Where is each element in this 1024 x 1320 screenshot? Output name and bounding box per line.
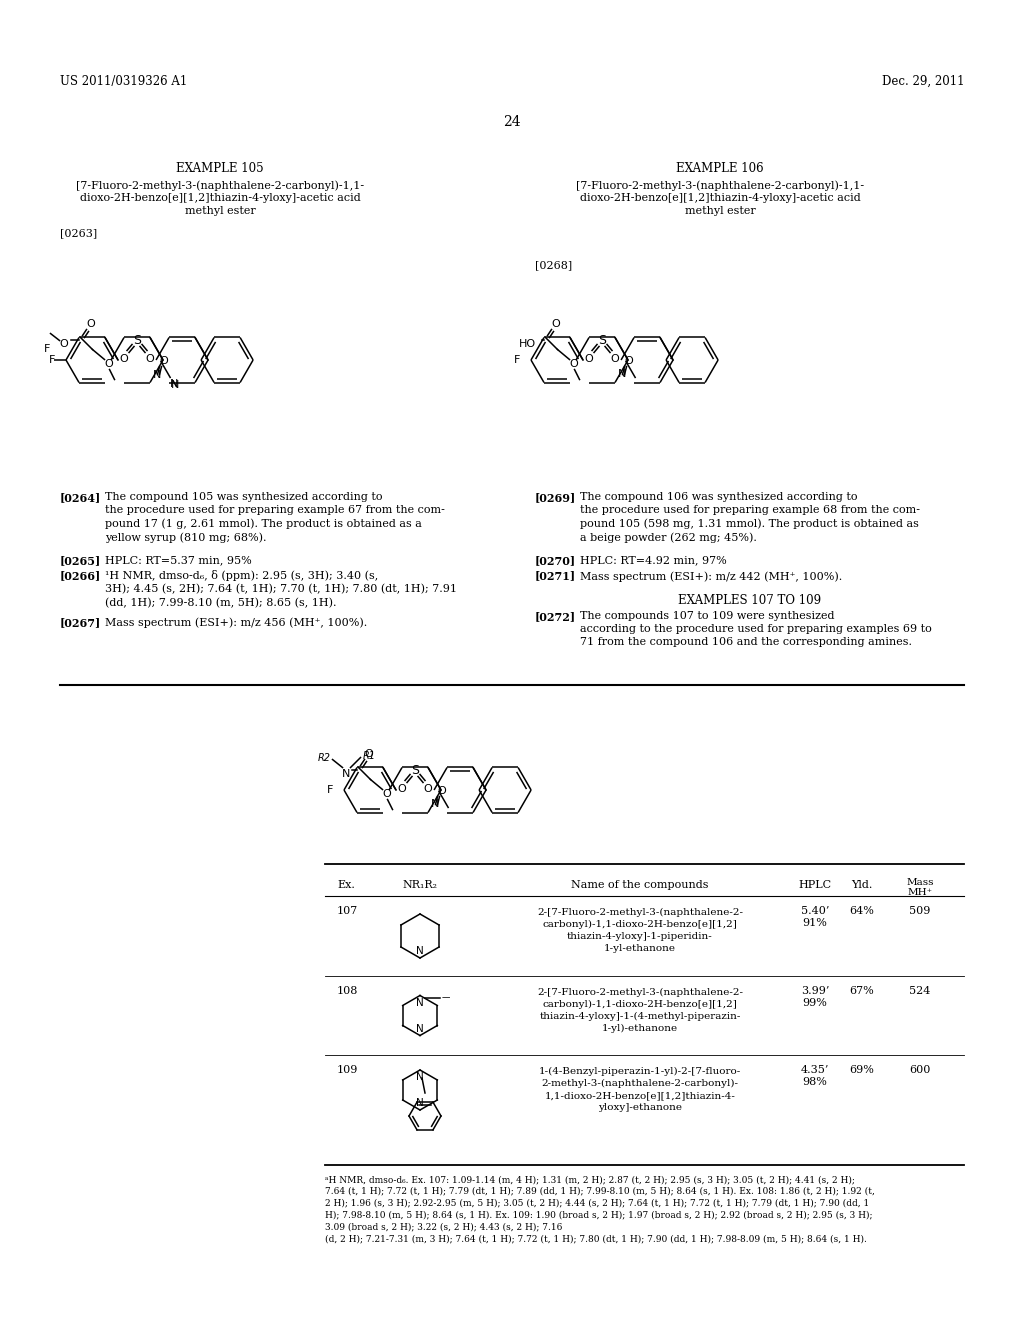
- Text: EXAMPLE 106: EXAMPLE 106: [676, 162, 764, 176]
- Text: US 2011/0319326 A1: US 2011/0319326 A1: [60, 75, 187, 88]
- Text: Yld.: Yld.: [851, 880, 872, 890]
- Text: 3.99’: 3.99’: [801, 986, 829, 997]
- Text: O: O: [120, 355, 128, 364]
- Text: [0264]: [0264]: [60, 492, 101, 503]
- Text: 524: 524: [909, 986, 931, 997]
- Text: Ex.: Ex.: [337, 880, 355, 890]
- Text: [0270]: [0270]: [535, 554, 577, 566]
- Text: methyl ester: methyl ester: [685, 206, 756, 216]
- Text: N: N: [416, 1072, 424, 1082]
- Text: N: N: [416, 1098, 424, 1107]
- Text: 91%: 91%: [803, 917, 827, 928]
- Text: —: —: [442, 993, 451, 1002]
- Text: HPLC: HPLC: [799, 880, 831, 890]
- Text: R2: R2: [317, 752, 331, 763]
- Text: N: N: [618, 370, 627, 379]
- Text: ¹H NMR, dmso-d₆, δ (ppm): 2.95 (s, 3H); 3.40 (s,
3H); 4.45 (s, 2H); 7.64 (t, 1H): ¹H NMR, dmso-d₆, δ (ppm): 2.95 (s, 3H); …: [105, 570, 457, 609]
- Text: 1-(4-Benzyl-piperazin-1-yl)-2-[7-fluoro-
2-methyl-3-(naphthalene-2-carbonyl)-
1,: 1-(4-Benzyl-piperazin-1-yl)-2-[7-fluoro-…: [539, 1067, 741, 1111]
- Text: 109: 109: [337, 1065, 358, 1074]
- Text: F: F: [514, 355, 520, 366]
- Text: 4.35’: 4.35’: [801, 1065, 829, 1074]
- Text: 99%: 99%: [803, 998, 827, 1008]
- Text: O: O: [104, 359, 113, 368]
- Text: 2-[7-Fluoro-2-methyl-3-(naphthalene-2-
carbonyl)-1,1-dioxo-2H-benzo[e][1,2]
thia: 2-[7-Fluoro-2-methyl-3-(naphthalene-2- c…: [537, 987, 743, 1034]
- Text: [0272]: [0272]: [535, 611, 577, 622]
- Text: O: O: [625, 355, 633, 366]
- Text: O: O: [610, 355, 620, 364]
- Text: S: S: [598, 334, 606, 347]
- Text: F: F: [327, 785, 333, 795]
- Text: N: N: [431, 799, 439, 809]
- Text: The compound 105 was synthesized according to
the procedure used for preparing e: The compound 105 was synthesized accordi…: [105, 492, 444, 543]
- Text: 98%: 98%: [803, 1077, 827, 1086]
- Text: HPLC: RT=5.37 min, 95%: HPLC: RT=5.37 min, 95%: [105, 554, 252, 565]
- Text: Mass: Mass: [906, 878, 934, 887]
- Text: 69%: 69%: [850, 1065, 874, 1074]
- Text: Dec. 29, 2011: Dec. 29, 2011: [882, 75, 964, 88]
- Text: O: O: [382, 788, 391, 799]
- Text: R1: R1: [362, 751, 376, 760]
- Text: 64%: 64%: [850, 906, 874, 916]
- Text: Name of the compounds: Name of the compounds: [571, 880, 709, 890]
- Text: O: O: [159, 355, 168, 366]
- Text: O: O: [437, 785, 445, 796]
- Text: [7-Fluoro-2-methyl-3-(naphthalene-2-carbonyl)-1,1-: [7-Fluoro-2-methyl-3-(naphthalene-2-carb…: [575, 180, 864, 190]
- Text: O: O: [585, 355, 594, 364]
- Text: N: N: [170, 379, 179, 389]
- Text: N: N: [416, 1023, 424, 1034]
- Text: N: N: [416, 998, 424, 1007]
- Text: N: N: [416, 946, 424, 956]
- Text: [0269]: [0269]: [535, 492, 577, 503]
- Text: The compounds 107 to 109 were synthesized
according to the procedure used for pr: The compounds 107 to 109 were synthesize…: [580, 611, 932, 647]
- Text: O: O: [424, 784, 432, 795]
- Text: NR₁R₂: NR₁R₂: [402, 880, 437, 890]
- Text: S: S: [411, 764, 419, 777]
- Text: [0268]: [0268]: [535, 260, 572, 271]
- Text: 67%: 67%: [850, 986, 874, 997]
- Text: dioxo-2H-benzo[e][1,2]thiazin-4-yloxy]-acetic acid: dioxo-2H-benzo[e][1,2]thiazin-4-yloxy]-a…: [580, 193, 860, 203]
- Text: O: O: [145, 355, 155, 364]
- Text: N: N: [342, 768, 350, 779]
- Text: EXAMPLE 105: EXAMPLE 105: [176, 162, 264, 176]
- Text: O: O: [86, 318, 95, 329]
- Text: MH⁺: MH⁺: [907, 888, 933, 898]
- Text: [0265]: [0265]: [60, 554, 101, 566]
- Text: O: O: [569, 359, 578, 368]
- Text: 600: 600: [909, 1065, 931, 1074]
- Text: F: F: [44, 343, 50, 354]
- Text: N: N: [171, 380, 180, 391]
- Text: O: O: [551, 318, 560, 329]
- Text: [0263]: [0263]: [60, 228, 97, 238]
- Text: [0266]: [0266]: [60, 570, 101, 581]
- Text: HO: HO: [519, 338, 537, 348]
- Text: The compound 106 was synthesized according to
the procedure used for preparing e: The compound 106 was synthesized accordi…: [580, 492, 920, 543]
- Text: 107: 107: [337, 906, 358, 916]
- Text: O: O: [365, 748, 373, 759]
- Text: [7-Fluoro-2-methyl-3-(naphthalene-2-carbonyl)-1,1-: [7-Fluoro-2-methyl-3-(naphthalene-2-carb…: [76, 180, 365, 190]
- Text: methyl ester: methyl ester: [184, 206, 255, 216]
- Text: Mass spectrum (ESI+): m/z 442 (MH⁺, 100%).: Mass spectrum (ESI+): m/z 442 (MH⁺, 100%…: [580, 572, 843, 582]
- Text: O: O: [397, 784, 407, 795]
- Text: N: N: [154, 370, 162, 380]
- Text: 5.40’: 5.40’: [801, 906, 829, 916]
- Text: [0267]: [0267]: [60, 616, 101, 628]
- Text: Mass spectrum (ESI+): m/z 456 (MH⁺, 100%).: Mass spectrum (ESI+): m/z 456 (MH⁺, 100%…: [105, 616, 368, 627]
- Text: 24: 24: [503, 115, 521, 129]
- Text: EXAMPLES 107 TO 109: EXAMPLES 107 TO 109: [679, 594, 821, 607]
- Text: O: O: [59, 338, 68, 348]
- Text: 2-[7-Fluoro-2-methyl-3-(naphthalene-2-
carbonyl)-1,1-dioxo-2H-benzo[e][1,2]
thia: 2-[7-Fluoro-2-methyl-3-(naphthalene-2- c…: [537, 908, 743, 953]
- Text: dioxo-2H-benzo[e][1,2]thiazin-4-yloxy]-acetic acid: dioxo-2H-benzo[e][1,2]thiazin-4-yloxy]-a…: [80, 193, 360, 203]
- Text: ᵃH NMR, dmso-d₆. Ex. 107: 1.09-1.14 (m, 4 H); 1.31 (m, 2 H); 2.87 (t, 2 H); 2.95: ᵃH NMR, dmso-d₆. Ex. 107: 1.09-1.14 (m, …: [325, 1175, 874, 1243]
- Text: 108: 108: [337, 986, 358, 997]
- Text: F: F: [49, 355, 55, 366]
- Text: 509: 509: [909, 906, 931, 916]
- Text: HPLC: RT=4.92 min, 97%: HPLC: RT=4.92 min, 97%: [580, 554, 727, 565]
- Text: [0271]: [0271]: [535, 570, 577, 581]
- Text: S: S: [133, 334, 141, 347]
